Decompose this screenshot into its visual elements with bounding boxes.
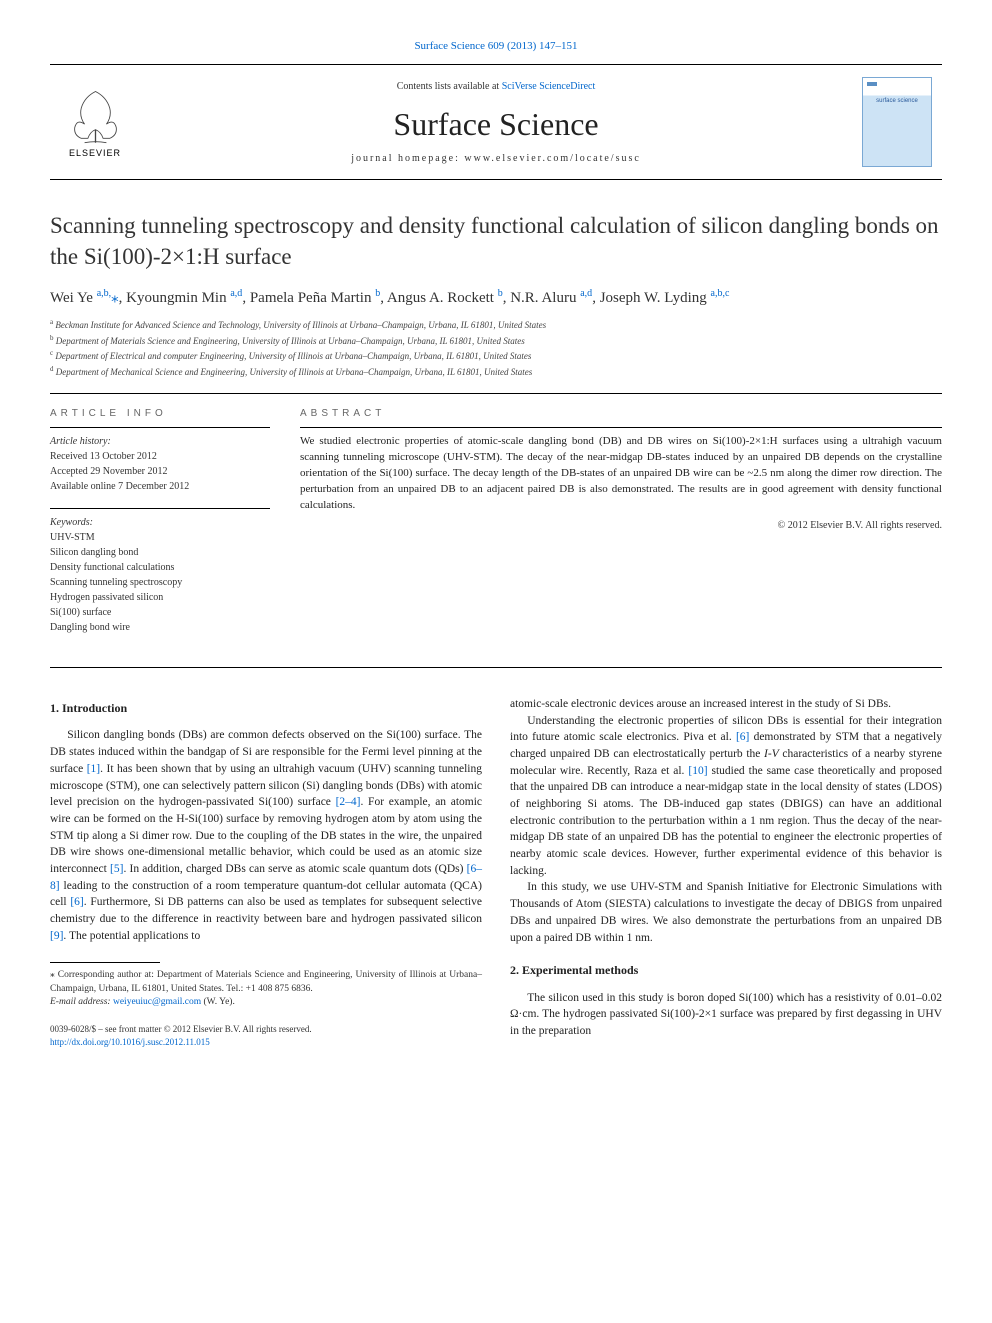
affiliation-line: c Department of Electrical and computer … xyxy=(50,348,942,364)
abstract-section: ABSTRACT We studied electronic propertie… xyxy=(300,408,942,649)
intro-heading: 1. Introduction xyxy=(50,700,482,717)
elsevier-tree-icon xyxy=(68,86,123,146)
affiliation-line: b Department of Materials Science and En… xyxy=(50,333,942,349)
contents-available: Contents lists available at SciVerse Sci… xyxy=(130,81,862,92)
affiliation-line: d Department of Mechanical Science and E… xyxy=(50,364,942,380)
abstract-copyright: © 2012 Elsevier B.V. All rights reserved… xyxy=(300,520,942,531)
article-title: Scanning tunneling spectroscopy and dens… xyxy=(50,210,942,272)
article-info-sidebar: ARTICLE INFO Article history: Received 1… xyxy=(50,408,270,649)
keyword-item: Hydrogen passivated silicon xyxy=(50,590,270,605)
author-list: Wei Ye a,b,⁎, Kyoungmin Min a,d, Pamela … xyxy=(50,288,942,307)
journal-header: ELSEVIER Contents lists available at Sci… xyxy=(50,64,942,180)
keyword-item: Silicon dangling bond xyxy=(50,545,270,560)
abstract-heading: ABSTRACT xyxy=(300,408,942,419)
keyword-item: Si(100) surface xyxy=(50,605,270,620)
front-matter-info: 0039-6028/$ – see front matter © 2012 El… xyxy=(50,1023,482,1048)
article-info-heading: ARTICLE INFO xyxy=(50,408,270,419)
sciverse-link[interactable]: SciVerse ScienceDirect xyxy=(502,81,596,92)
intro-paragraph-1: Silicon dangling bonds (DBs) are common … xyxy=(50,727,482,944)
col2-paragraph-2: Understanding the electronic properties … xyxy=(510,713,942,880)
elsevier-logo: ELSEVIER xyxy=(60,82,130,162)
online-date: Available online 7 December 2012 xyxy=(50,479,270,494)
keyword-item: Density functional calculations xyxy=(50,560,270,575)
received-date: Received 13 October 2012 xyxy=(50,449,270,464)
col2-paragraph-1: atomic-scale electronic devices arouse a… xyxy=(510,696,942,713)
body-column-right: atomic-scale electronic devices arouse a… xyxy=(510,696,942,1048)
col2-paragraph-3: In this study, we use UHV-STM and Spanis… xyxy=(510,879,942,946)
email-label: E-mail address: xyxy=(50,997,111,1007)
email-attribution: (W. Ye). xyxy=(204,997,235,1007)
affiliation-line: a Beckman Institute for Advanced Science… xyxy=(50,317,942,333)
abstract-text: We studied electronic properties of atom… xyxy=(300,427,942,514)
journal-homepage: journal homepage: www.elsevier.com/locat… xyxy=(130,153,862,164)
accepted-date: Accepted 29 November 2012 xyxy=(50,464,270,479)
keyword-item: UHV-STM xyxy=(50,530,270,545)
author-email-link[interactable]: weiyeuiuc@gmail.com xyxy=(113,997,201,1007)
affiliations: a Beckman Institute for Advanced Science… xyxy=(50,317,942,394)
elsevier-label: ELSEVIER xyxy=(69,148,121,158)
body-column-left: 1. Introduction Silicon dangling bonds (… xyxy=(50,696,482,1048)
keyword-item: Dangling bond wire xyxy=(50,620,270,635)
keyword-item: Scanning tunneling spectroscopy xyxy=(50,575,270,590)
journal-title: Surface Science xyxy=(130,106,862,143)
keywords-label: Keywords: xyxy=(50,515,270,530)
methods-paragraph-1: The silicon used in this study is boron … xyxy=(510,990,942,1040)
journal-cover-thumbnail: surface science xyxy=(862,77,932,167)
history-label: Article history: xyxy=(50,434,270,449)
corresponding-author-footnote: ⁎ Corresponding author at: Department of… xyxy=(50,969,482,1009)
citation-link[interactable]: Surface Science 609 (2013) 147–151 xyxy=(50,40,942,52)
methods-heading: 2. Experimental methods xyxy=(510,962,942,979)
doi-link[interactable]: http://dx.doi.org/10.1016/j.susc.2012.11… xyxy=(50,1037,210,1047)
